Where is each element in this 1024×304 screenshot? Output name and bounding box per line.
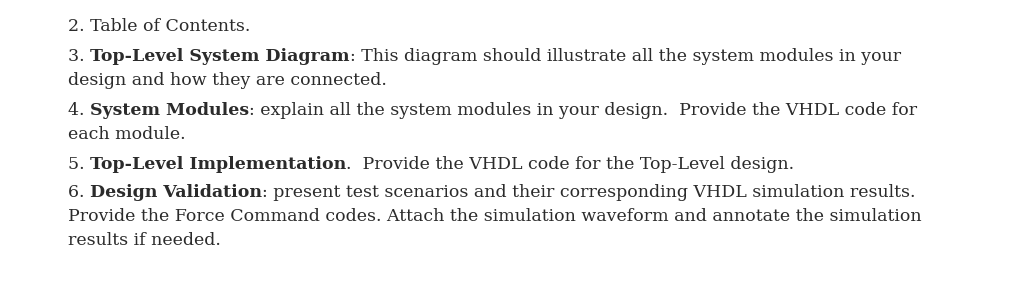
Text: 3.: 3. [68, 48, 90, 65]
Text: 5.: 5. [68, 156, 90, 173]
Text: each module.: each module. [68, 126, 185, 143]
Text: .  Provide the VHDL code for the Top-Level design.: . Provide the VHDL code for the Top-Leve… [346, 156, 795, 173]
Text: Top-Level Implementation: Top-Level Implementation [90, 156, 346, 173]
Text: design and how they are connected.: design and how they are connected. [68, 72, 387, 89]
Text: results if needed.: results if needed. [68, 232, 221, 249]
Text: : This diagram should illustrate all the system modules in your: : This diagram should illustrate all the… [349, 48, 901, 65]
Text: : explain all the system modules in your design.  Provide the VHDL code for: : explain all the system modules in your… [249, 102, 918, 119]
Text: 4.: 4. [68, 102, 90, 119]
Text: Design Validation: Design Validation [90, 184, 262, 201]
Text: System Modules: System Modules [90, 102, 249, 119]
Text: Provide the Force Command codes. Attach the simulation waveform and annotate the: Provide the Force Command codes. Attach … [68, 208, 922, 225]
Text: 2. Table of Contents.: 2. Table of Contents. [68, 18, 251, 35]
Text: 6.: 6. [68, 184, 90, 201]
Text: : present test scenarios and their corresponding VHDL simulation results.: : present test scenarios and their corre… [262, 184, 915, 201]
Text: Top-Level System Diagram: Top-Level System Diagram [90, 48, 349, 65]
